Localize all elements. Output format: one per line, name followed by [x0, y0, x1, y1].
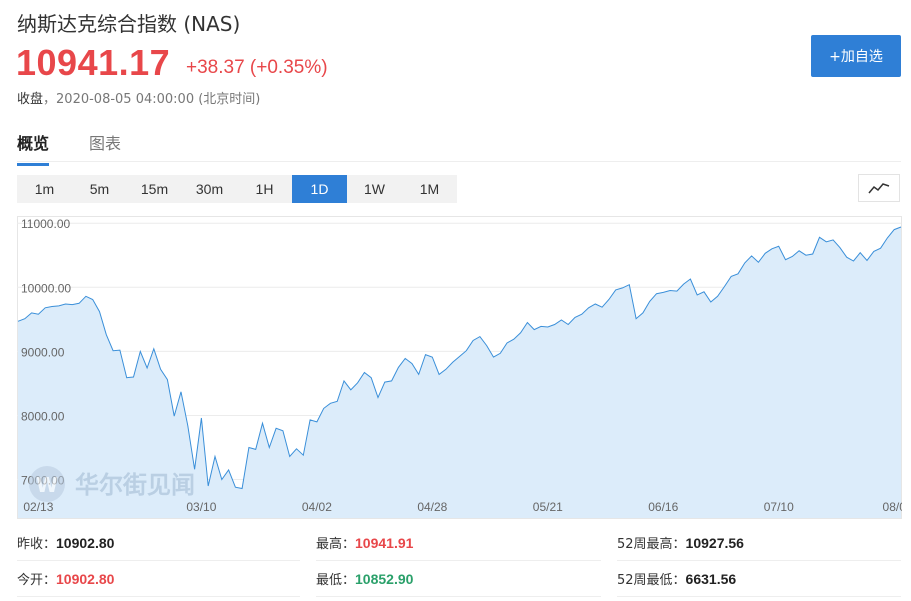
status-label: 收盘 [17, 92, 44, 107]
line-chart-icon [868, 183, 890, 194]
watermark: W 华尔街见闻 [29, 466, 195, 502]
range-15m[interactable]: 15m [140, 181, 169, 197]
price-change: +38.37 (+0.35%) [186, 57, 328, 78]
range-5m[interactable]: 5m [89, 181, 110, 197]
x-tick-label: 08/0 [883, 500, 902, 514]
add-to-watchlist-button[interactable]: +加自选 [811, 35, 901, 77]
time-range-selector: 1m 5m 15m 30m 1H 1D 1W 1M [17, 175, 457, 203]
range-30m[interactable]: 30m [195, 181, 224, 197]
y-tick-label: 9000.00 [21, 345, 65, 359]
stat-value: 10941.91 [355, 535, 414, 551]
stat-prev-close: 昨收：10902.80 [17, 533, 300, 561]
stat-label: 今开： [17, 573, 57, 588]
x-tick-label: 04/02 [302, 500, 332, 514]
stat-high: 最高：10941.91 [316, 533, 601, 561]
watermark-text: 华尔街见闻 [75, 470, 195, 499]
stat-value: 10852.90 [355, 571, 414, 587]
tab-overview[interactable]: 概览 [17, 130, 50, 166]
stat-label: 最高： [316, 537, 356, 552]
stat-label: 52周最高： [617, 537, 686, 552]
stat-value: 10927.56 [685, 535, 744, 551]
stat-value: 10902.80 [56, 535, 115, 551]
status-time: 2020-08-05 04:00:00 (北京时间) [56, 92, 261, 107]
status-separator: ， [43, 92, 57, 107]
tab-chart[interactable]: 图表 [89, 134, 122, 153]
stat-value: 10902.80 [56, 571, 115, 587]
x-tick-label: 06/16 [648, 500, 678, 514]
x-tick-label: 05/21 [533, 500, 563, 514]
stat-label: 最低： [316, 573, 356, 588]
price-line [17, 226, 902, 490]
x-tick-label: 07/10 [764, 500, 794, 514]
stat-value: 6631.56 [685, 571, 737, 587]
range-1m[interactable]: 1m [34, 181, 55, 197]
x-tick-label: 03/10 [186, 500, 216, 514]
current-price: 10941.17 [16, 42, 171, 83]
y-tick-label: 8000.00 [21, 409, 65, 423]
stat-low: 最低：10852.90 [316, 569, 601, 597]
y-tick-label: 11000.00 [21, 217, 70, 231]
tab-bar: 概览 图表 [17, 128, 901, 166]
stat-label: 昨收： [17, 537, 57, 552]
range-1h[interactable]: 1H [255, 181, 274, 197]
stat-52w-high: 52周最高：10927.56 [617, 533, 901, 561]
price-area [18, 227, 901, 518]
stat-52w-low: 52周最低：6631.56 [617, 569, 901, 597]
market-status: 收盘，2020-08-05 04:00:00 (北京时间) [17, 88, 260, 107]
y-tick-label: 10000.00 [21, 281, 71, 295]
stat-open: 今开：10902.80 [17, 569, 300, 597]
stat-label: 52周最低： [617, 573, 686, 588]
x-tick-label: 04/28 [417, 500, 447, 514]
chart-type-toggle[interactable] [858, 174, 900, 202]
range-1w[interactable]: 1W [364, 181, 385, 197]
index-title: 纳斯达克综合指数 (NAS) [17, 12, 241, 36]
range-1month[interactable]: 1M [419, 181, 440, 197]
watermark-logo-letter: W [36, 473, 58, 497]
watermark-logo-icon [29, 466, 65, 502]
range-1d[interactable]: 1D [292, 175, 347, 203]
x-tick-label: 02/13 [23, 500, 53, 514]
